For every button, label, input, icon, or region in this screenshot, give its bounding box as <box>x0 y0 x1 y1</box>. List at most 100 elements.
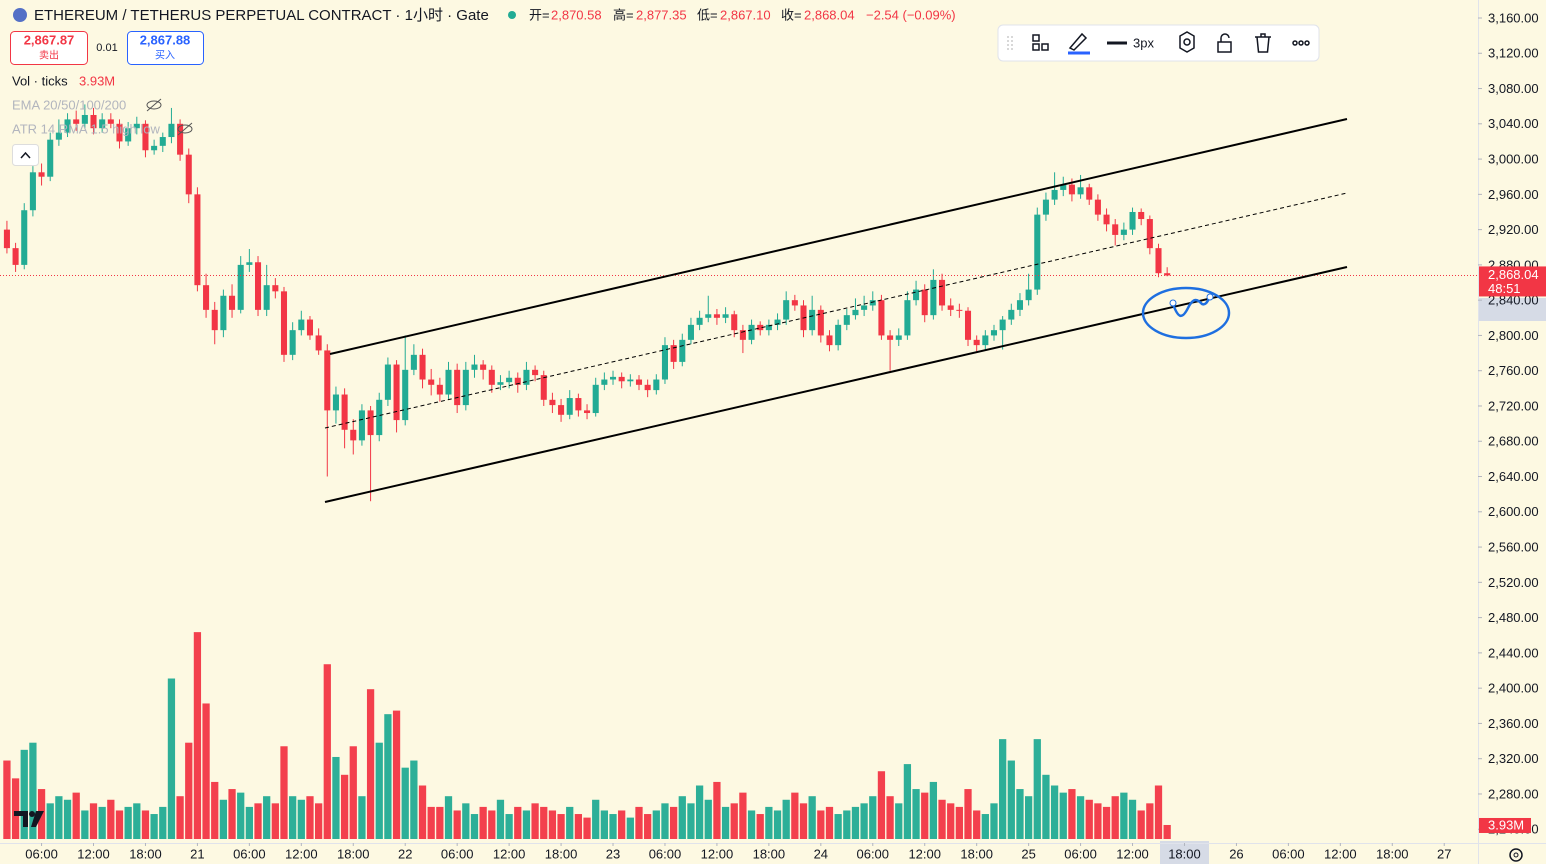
scribble[interactable] <box>1171 296 1212 317</box>
status-dot <box>508 11 516 19</box>
volume-bar <box>799 803 808 839</box>
candle-body <box>151 145 158 151</box>
candle-body <box>55 132 62 140</box>
template-icon[interactable] <box>1041 43 1049 51</box>
volume-bar <box>29 742 37 839</box>
lock-icon[interactable] <box>1217 41 1232 53</box>
candle-body <box>532 369 539 376</box>
legend-value: 2,870.58 <box>551 7 602 22</box>
volume-bar <box>323 664 331 839</box>
x-tick-label: 12:00 <box>285 846 318 861</box>
candle-body <box>177 123 184 155</box>
volume-bar <box>1042 774 1050 839</box>
indicator-volume[interactable]: Vol · ticks <box>12 73 68 88</box>
volume-bar <box>739 792 747 839</box>
y-tick-label: 2,320.00 <box>1488 751 1539 766</box>
volume-bar <box>1111 796 1119 839</box>
volume-bar <box>332 756 340 839</box>
candle-body <box>237 264 244 310</box>
settings-icon[interactable] <box>1509 848 1523 862</box>
volume-bar <box>410 760 418 839</box>
volume-bar <box>652 810 660 839</box>
candle-body <box>566 398 573 415</box>
color-icon[interactable] <box>1068 32 1088 51</box>
highlight-ellipse[interactable] <box>1141 286 1231 340</box>
candle-body <box>1086 187 1093 200</box>
candle-body <box>445 369 452 395</box>
volume-bar <box>1059 792 1067 839</box>
more-icon[interactable] <box>1292 40 1298 46</box>
volume-bar <box>947 803 955 839</box>
more-icon <box>1304 40 1310 46</box>
volume-bar <box>669 806 678 839</box>
candle-body <box>471 364 478 370</box>
candle-body <box>705 314 712 318</box>
x-tick-label: 21 <box>190 846 204 861</box>
candle-body <box>835 324 842 346</box>
volume-bar <box>254 803 262 839</box>
buy-button[interactable] <box>127 31 204 65</box>
candle-body <box>618 376 625 382</box>
symbol-title[interactable]: ETHEREUM / TETHERUS PERPETUAL CONTRACT ·… <box>34 7 489 24</box>
line-width-label[interactable]: 3px <box>1133 35 1154 50</box>
candle-body <box>73 119 80 124</box>
volume-bar <box>964 789 972 839</box>
volume-bar <box>133 803 141 839</box>
collapse-button[interactable] <box>12 144 39 166</box>
candle-body <box>506 377 513 383</box>
candle-body <box>687 324 694 340</box>
candle-body <box>194 194 201 286</box>
volume-bar <box>678 796 686 839</box>
time-highlight <box>1160 841 1209 864</box>
x-tick-label: 06:00 <box>441 846 474 861</box>
hidden-icon[interactable] <box>146 98 162 112</box>
template-icon[interactable] <box>1032 34 1040 42</box>
volume-bar <box>107 799 115 839</box>
volume-bar <box>765 806 773 839</box>
y-tick-label: 3,160.00 <box>1488 10 1539 25</box>
volume-bar <box>1050 785 1059 839</box>
volume-bar <box>124 806 132 839</box>
volume-bar <box>955 806 963 839</box>
style-icon[interactable] <box>1179 31 1195 53</box>
sell-button[interactable] <box>10 31 88 65</box>
legend-label: 高= <box>613 7 634 22</box>
delete-icon[interactable] <box>1255 33 1271 53</box>
volume-bar <box>72 792 80 839</box>
indicator-ema[interactable]: EMA 20/50/100/200 <box>12 97 126 112</box>
volume-bar <box>566 806 574 839</box>
volume-bar <box>895 803 903 839</box>
x-tick-label: 18:00 <box>129 846 162 861</box>
candle-body <box>982 335 989 346</box>
candle-body <box>280 291 288 355</box>
volume-bar <box>315 803 323 839</box>
handle[interactable] <box>1206 293 1214 301</box>
candle-body <box>584 410 591 414</box>
channel-upper[interactable] <box>329 118 1348 355</box>
candle-body <box>142 123 149 151</box>
candle-body <box>679 339 686 362</box>
volume-bar <box>436 806 444 839</box>
x-tick-label: 12:00 <box>77 846 110 861</box>
hidden-icon[interactable] <box>177 122 193 136</box>
volume-bar <box>540 806 548 839</box>
candle-body <box>1103 214 1110 225</box>
handle[interactable] <box>1169 299 1177 307</box>
candle-body <box>436 384 443 395</box>
volume-bar <box>202 703 210 839</box>
indicator-atr[interactable]: ATR 14 RMA 1.5 high low <box>12 121 160 136</box>
volume-bar <box>973 810 981 839</box>
volume-bar <box>20 749 28 839</box>
candle-body <box>878 300 885 336</box>
template-icon[interactable] <box>1032 43 1040 51</box>
countdown: 48:51 <box>1488 281 1521 296</box>
volume-bar <box>981 814 989 839</box>
candle-body <box>627 379 634 382</box>
x-tick-label: 06:00 <box>1064 846 1097 861</box>
lock-icon <box>1220 33 1230 42</box>
x-tick-label: 12:00 <box>701 846 734 861</box>
channel-lower[interactable] <box>324 266 1348 503</box>
candle-body <box>765 324 772 331</box>
candle-body <box>1120 229 1127 235</box>
candle-body <box>861 305 868 310</box>
